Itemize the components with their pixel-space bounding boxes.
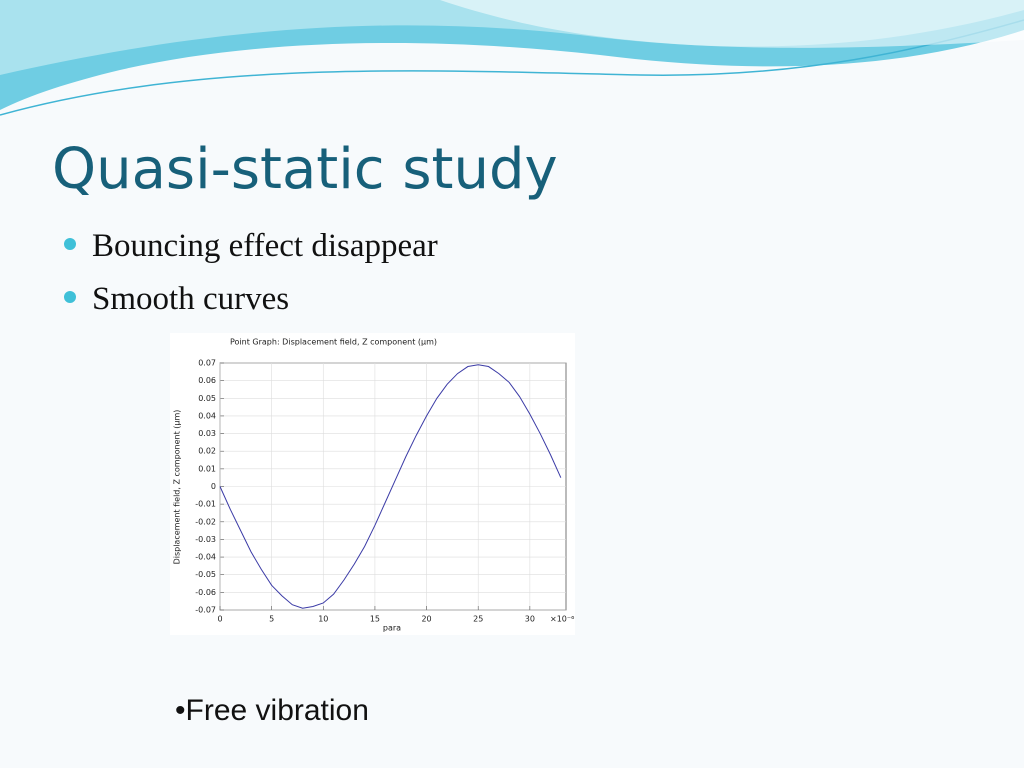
x-tick-label: 5	[269, 615, 274, 624]
x-tick-label: 20	[421, 615, 431, 624]
x-tick-label: 0	[217, 615, 222, 624]
wave-line	[0, 19, 1024, 116]
y-tick-label: 0.04	[198, 411, 216, 420]
bullet-dot	[64, 238, 76, 250]
y-tick-label: 0.03	[198, 429, 216, 438]
y-tick-label: 0.07	[198, 359, 216, 368]
y-tick-label: -0.03	[195, 535, 216, 544]
x-tick-label: 10	[318, 615, 328, 624]
y-tick-label: -0.04	[195, 553, 216, 562]
data-line	[219, 364, 562, 609]
bullet: Smooth curves	[92, 281, 289, 317]
y-tick-label: 0.05	[198, 394, 216, 403]
y-tick-label: 0.01	[198, 464, 216, 473]
y-tick-label: -0.07	[195, 606, 216, 615]
x-tick-label: 30	[525, 615, 535, 624]
y-tick-label: -0.02	[195, 517, 216, 526]
x-tick-label: 25	[473, 615, 483, 624]
y-tick-label: -0.01	[195, 500, 216, 509]
bullet-dot	[64, 291, 76, 303]
x-tick-label: 15	[370, 615, 380, 624]
y-tick-label: -0.06	[195, 588, 216, 597]
bullet: Bouncing effect disappear	[92, 228, 438, 264]
y-axis-label: Displacement field, Z component (μm)	[173, 410, 182, 565]
y-tick-label: 0	[211, 482, 216, 491]
slide-title: Quasi-static study	[52, 137, 558, 202]
y-tick-label: 0.02	[198, 447, 216, 456]
x-multiplier: ×10⁻⁶	[550, 615, 574, 624]
x-axis-label: para	[383, 624, 401, 633]
caption: •Free vibration	[175, 694, 369, 727]
wave-highlight	[440, 0, 1024, 48]
y-tick-label: 0.06	[198, 376, 216, 385]
y-tick-label: -0.05	[195, 570, 216, 579]
chart-title: Point Graph: Displacement field, Z compo…	[230, 338, 437, 347]
